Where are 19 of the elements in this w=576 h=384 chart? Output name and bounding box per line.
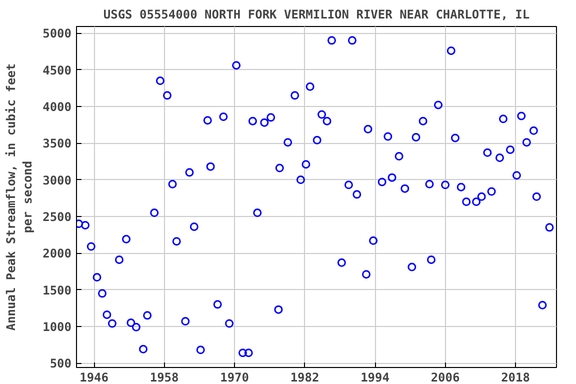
y-tick-label: 3000 (42, 173, 72, 188)
y-tick-label: 4000 (42, 100, 72, 114)
x-tick-label: 2006 (430, 370, 460, 384)
y-tick-label: 1000 (42, 320, 72, 334)
x-tick-label: 1946 (80, 370, 109, 384)
y-axis-title: Annual Peak Streamflow, in cubic feet per second (4, 63, 35, 331)
y-tick-label: 2000 (42, 246, 72, 261)
x-tick-label: 1982 (290, 370, 320, 384)
y-tick-label: 2500 (42, 210, 72, 224)
y-tick-label: 500 (50, 356, 72, 371)
y-tick-label: 5000 (42, 26, 72, 41)
x-tick-label: 1958 (150, 370, 179, 384)
x-tick-label: 1970 (220, 370, 250, 384)
y-tick-label: 3500 (42, 136, 72, 151)
y-tick-label: 1500 (42, 283, 72, 298)
x-tick-label: 1994 (360, 370, 390, 384)
y-tick-label: 4500 (42, 63, 72, 78)
chart-title: USGS 05554000 NORTH FORK VERMILION RIVER NEAR CHARLOTTE, IL (103, 8, 530, 22)
x-tick-label: 2018 (501, 370, 530, 384)
